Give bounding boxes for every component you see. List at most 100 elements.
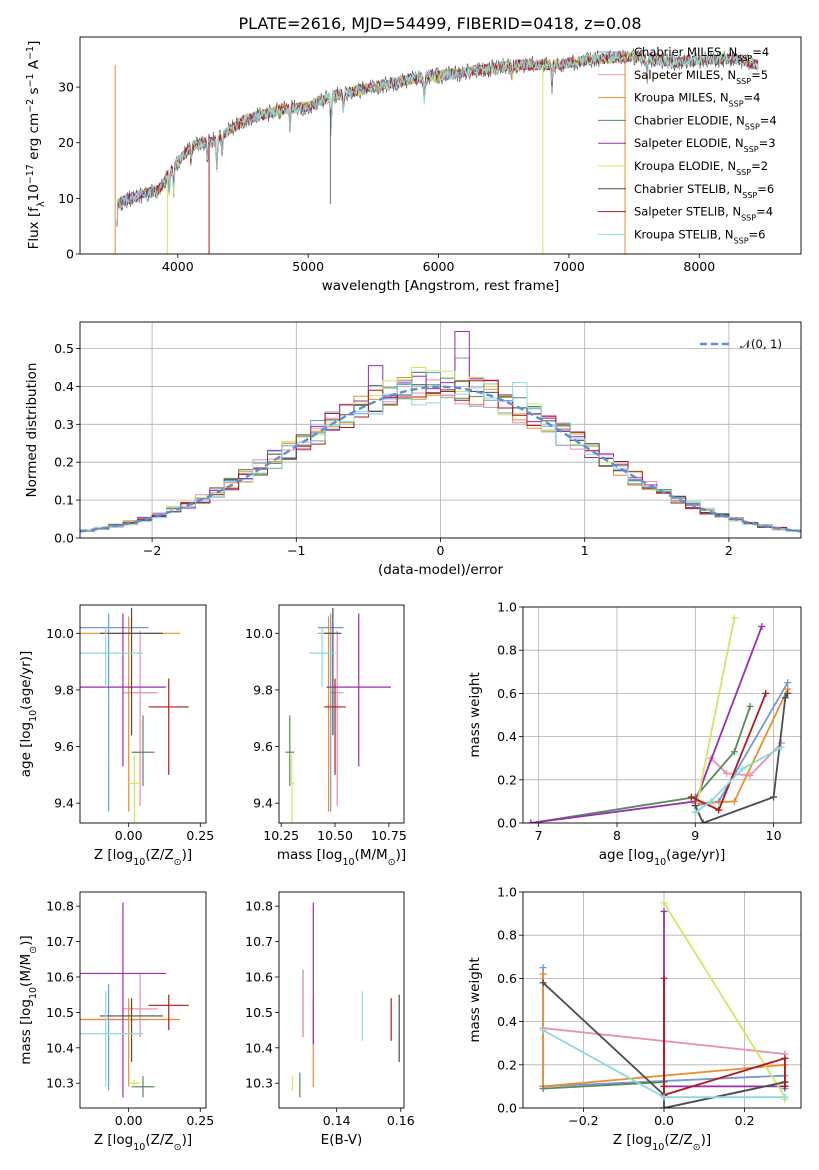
z_mass-ytick-label: 10.3 — [46, 1076, 74, 1091]
weights_age-line-7 — [691, 693, 767, 812]
weights_age-ytick-label: 0.6 — [497, 686, 517, 701]
weights_z-marker — [660, 907, 668, 915]
weights_age-marker — [784, 689, 792, 697]
mass_age-ytick-label: 9.4 — [253, 796, 273, 811]
legend-entry: Chabrier STELIB, NSSP=6 — [634, 182, 774, 200]
residuals-ytick-label: 0.5 — [54, 341, 74, 356]
weights_age-line-8 — [694, 746, 782, 813]
weights_z-ytick-label: 1.0 — [497, 885, 517, 900]
z_mass-ytick-label: 10.8 — [46, 899, 74, 914]
residuals-frame — [79, 321, 802, 539]
mass_age-ytick-label: 9.8 — [253, 682, 273, 697]
weights_z-frame — [522, 891, 802, 1109]
z_age-plot-area — [80, 607, 189, 823]
legend-entry: Salpeter MILES, NSSP=5 — [634, 68, 768, 86]
weights_z-xlabel: Z [log10(Z/Z⊙)] — [613, 1132, 711, 1153]
weights_z-marker — [539, 1026, 547, 1034]
spectrum-ytick-label: 0 — [66, 247, 74, 262]
ebv_mass-ytick-label: 10.7 — [245, 934, 273, 949]
legend-entry: Chabrier MILES, NSSP=4 — [634, 45, 769, 63]
residuals-xtick-label: 0 — [437, 543, 445, 558]
weights_z-ylabel: mass weight — [467, 957, 483, 1042]
z_mass-xtick-label: 0.25 — [186, 1113, 214, 1128]
z_age-axes: 0.00 0.25 9.4 9.6 9.8 10.0 Z [log10(Z/Z⊙)] age … — [18, 604, 214, 868]
spectrum-legend: Chabrier MILES, NSSP=4 Salpeter MILES, NS… — [598, 45, 777, 245]
spectrum-xtick-label: 7000 — [553, 259, 585, 274]
spectrum-series-5 — [167, 50, 759, 196]
weights_age-marker — [746, 771, 754, 779]
weights_z-axes: −0.2 0.0 0.2 0.0 0.2 0.4 0.6 0.8 1.0 Z [log10(Z/Z… — [467, 885, 802, 1153]
spectrum-xtick-label: 6000 — [423, 259, 455, 274]
spectrum-ytick-label: 20 — [58, 135, 74, 150]
z_age-ytick-label: 9.8 — [54, 682, 74, 697]
z_mass-axes: 0.00 0.25 10.3 10.4 10.5 10.6 10.7 10.8 Z [log10… — [18, 891, 214, 1153]
z_age-ylabel: age [log10(age/yr)] — [18, 651, 39, 777]
residual-hist-7 — [80, 379, 801, 534]
weights_z-line-7 — [663, 978, 786, 1097]
mass_age-ytick-label: 10.0 — [245, 626, 273, 641]
weights_age-marker — [784, 679, 792, 687]
weights_z-plot-area — [523, 892, 801, 1108]
ebv_mass-ytick-label: 10.4 — [245, 1040, 273, 1055]
spectrum-series-1 — [116, 50, 626, 227]
weights_age-marker — [707, 797, 715, 805]
weights_age-frame — [522, 606, 802, 824]
residuals-ytick-label: 0.3 — [54, 417, 74, 432]
residuals-xtick-label: 1 — [581, 543, 589, 558]
weights_age-xtick-label: 8 — [613, 828, 621, 843]
residuals-xtick-label: −2 — [143, 543, 161, 558]
z_mass-ytick-label: 10.7 — [46, 934, 74, 949]
spectrum-xtick-label: 4000 — [162, 259, 194, 274]
ebv_mass-plot-area — [291, 902, 400, 1098]
residual-hist-8 — [80, 381, 801, 533]
weights_z-marker — [539, 970, 547, 978]
weights_z-ytick-label: 0.6 — [497, 971, 517, 986]
spectrum-xtick-label: 8000 — [683, 259, 715, 274]
z_age-ytick-label: 10.0 — [46, 626, 74, 641]
ebv_mass-ytick-label: 10.5 — [245, 1005, 273, 1020]
spectrum-xlabel: wavelength [Angstrom, rest frame] — [322, 278, 560, 294]
weights_z-ytick-label: 0.2 — [497, 1057, 517, 1072]
weights_age-marker — [691, 808, 699, 816]
weights_age-marker — [762, 689, 770, 697]
ebv_mass-xlabel: E(B-V) — [321, 1132, 363, 1148]
z_mass-xlabel: Z [log10(Z/Z⊙)] — [94, 1132, 192, 1153]
residual-hist-2 — [80, 377, 801, 534]
mass_age-axes: 10.25 10.50 10.75 9.4 9.6 9.8 10.0 mass [log10(… — [245, 604, 407, 868]
residuals-ytick-label: 0.2 — [54, 455, 74, 470]
ebv_mass-ytick-label: 10.8 — [245, 899, 273, 914]
weights_z-marker — [660, 1093, 668, 1101]
z_mass-xtick-label: 0.00 — [115, 1113, 143, 1128]
residuals-xlabel: (data-model)/error — [378, 562, 504, 578]
weights_age-line-5 — [694, 617, 736, 813]
ebv_mass-axes: 0.14 0.16 10.3 10.4 10.5 10.6 10.7 10.8 E(B-V) — [245, 891, 415, 1148]
residual-hist-1 — [80, 377, 801, 533]
weights_age-marker — [687, 793, 695, 801]
residuals-xtick-label: −1 — [287, 543, 305, 558]
weights_z-marker — [781, 1082, 789, 1090]
z_mass-ytick-label: 10.5 — [46, 1005, 74, 1020]
weights_age-ytick-label: 0.0 — [497, 816, 517, 831]
spectrum-plot-area — [114, 48, 759, 254]
weights_z-marker — [660, 1082, 668, 1090]
mass_age-frame — [278, 604, 405, 824]
weights_age-marker — [691, 802, 699, 810]
weights_age-marker — [770, 793, 778, 801]
ebv_mass-frame — [278, 891, 405, 1109]
residuals-xtick-label: 2 — [725, 543, 733, 558]
spectrum-axes: 4000 5000 6000 7000 8000 0 10 20 30 wavelength [A… — [25, 36, 802, 294]
weights_age-axes: 7 8 9 10 0.0 0.2 0.4 0.6 0.8 1.0 age [log10(age/yr… — [467, 600, 802, 868]
legend-entry: Kroupa STELIB, NSSP=6 — [634, 227, 765, 245]
residuals-ytick-label: 0.4 — [54, 379, 74, 394]
ebv_mass-xtick-label: 0.16 — [387, 1113, 415, 1128]
weights_age-ytick-label: 0.8 — [497, 643, 517, 658]
weights_z-marker — [660, 899, 668, 907]
z_age-xtick-label: 0.25 — [186, 828, 214, 843]
residuals-plot-area — [80, 322, 801, 538]
weights_z-marker — [660, 1104, 668, 1108]
spectrum-series-2 — [116, 51, 626, 227]
weights_z-ytick-label: 0.4 — [497, 1014, 517, 1029]
residuals-ytick-label: 0.1 — [54, 493, 74, 508]
mass_age-plot-area — [285, 607, 392, 823]
weights_z-marker — [539, 964, 547, 972]
